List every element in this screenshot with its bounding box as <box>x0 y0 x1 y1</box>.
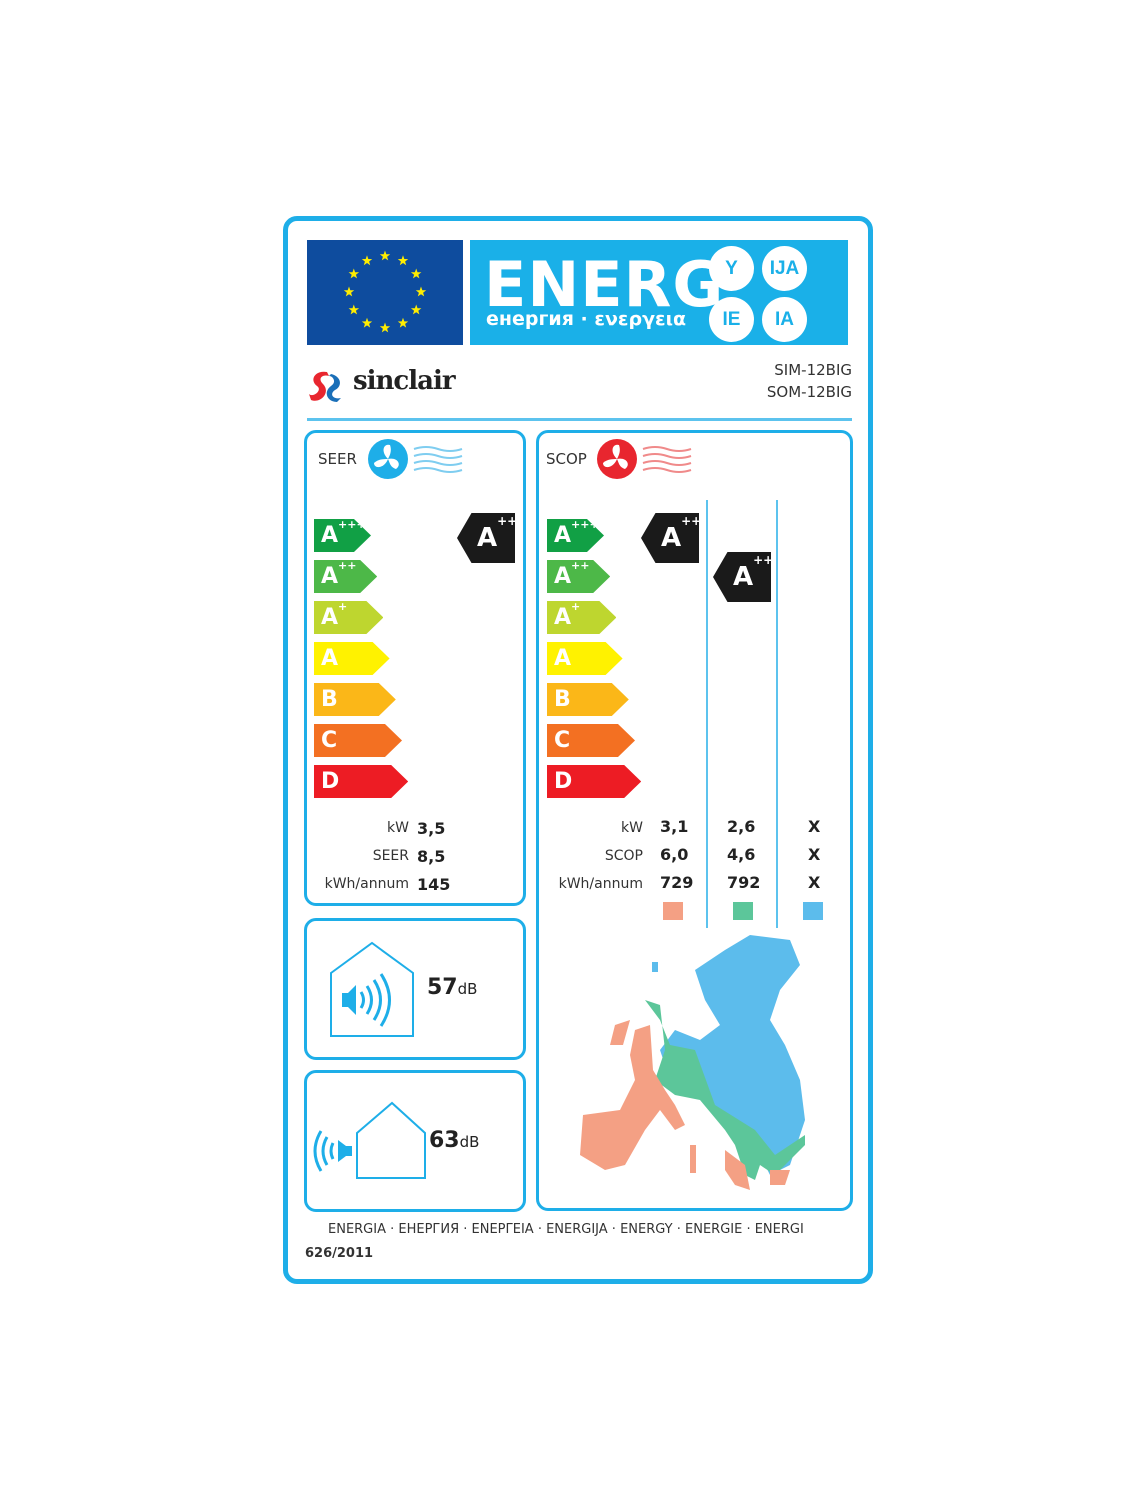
scop-title: SCOP <box>546 450 587 468</box>
star <box>410 268 422 279</box>
scop-row-label: SCOP <box>604 848 643 864</box>
star <box>361 255 373 266</box>
scop-value: 6,0 <box>660 845 689 864</box>
scop-value: 792 <box>727 873 761 892</box>
scop-panel <box>536 430 853 1211</box>
column-divider <box>706 500 708 928</box>
seer-row-label: SEER <box>372 848 409 864</box>
outdoor-noise-panel <box>304 1070 526 1212</box>
scop-value: 3,1 <box>660 817 689 836</box>
star <box>397 255 409 266</box>
scop-class-bar: A <box>547 642 623 675</box>
scop-value: 4,6 <box>727 845 756 864</box>
seer-class-bar: A <box>314 642 390 675</box>
seer-title: SEER <box>318 450 357 468</box>
indoor-db-unit: dB <box>457 980 478 998</box>
indoor-noise-panel <box>304 918 526 1060</box>
regulation-number: 626/2011 <box>305 1246 374 1261</box>
scop-class-bar: B <box>547 683 629 716</box>
indoor-noise-value: 57dB <box>427 975 477 1000</box>
seer-rating-arrow: A+++ <box>457 513 515 563</box>
star <box>343 286 355 297</box>
star <box>379 250 391 261</box>
label-frame <box>283 216 873 1284</box>
suffix-y: Y <box>709 246 754 291</box>
star <box>361 317 373 328</box>
scop-row-label: kW <box>621 820 643 836</box>
outdoor-db-unit: dB <box>459 1133 480 1151</box>
divider <box>307 418 852 421</box>
cooling-fan-icon <box>368 439 463 479</box>
indoor-db: 57 <box>427 975 458 1000</box>
star <box>348 268 360 279</box>
climate-zone-swatch <box>803 902 823 920</box>
seer-row-label: kW <box>387 820 409 836</box>
seer-row-value: 8,5 <box>417 847 446 866</box>
scop-value: 2,6 <box>727 817 756 836</box>
suffix-ija: IJA <box>762 246 807 291</box>
climate-zone-swatch <box>663 902 683 920</box>
outdoor-db: 63 <box>429 1128 460 1153</box>
outdoor-speaker-house-icon <box>313 1101 426 1179</box>
seer-row-label: kWh/annum <box>324 876 409 892</box>
star <box>379 322 391 333</box>
scop-value: X <box>808 845 821 864</box>
scop-value: X <box>808 817 821 836</box>
scop-class-bar: A+ <box>547 601 617 634</box>
seer-class-bar: B <box>314 683 396 716</box>
footer-languages: ENERGIA · ЕНЕРГИЯ · ΕΝΕΡΓΕΙΑ · ENERGIJA … <box>328 1222 804 1237</box>
star <box>410 304 422 315</box>
scop-rating-arrow: A+++ <box>641 513 699 563</box>
scop-value: X <box>808 873 821 892</box>
eu-flag <box>307 240 463 345</box>
seer-row-value: 3,5 <box>417 819 446 838</box>
indoor-speaker-house-icon <box>330 941 414 1037</box>
star <box>397 317 409 328</box>
outdoor-noise-value: 63dB <box>429 1128 479 1153</box>
scop-class-bar: C <box>547 724 635 757</box>
seer-class-bar: A+ <box>314 601 384 634</box>
seer-class-bar: C <box>314 724 402 757</box>
scop-row-label: kWh/annum <box>558 876 643 892</box>
seer-panel <box>304 430 526 906</box>
suffix-ie: IE <box>709 297 754 342</box>
star <box>415 286 427 297</box>
suffix-ia: IA <box>762 297 807 342</box>
energy-word: ENERG <box>484 248 725 321</box>
star <box>348 304 360 315</box>
indoor-model: SIM-12BIG <box>774 361 852 379</box>
sinclair-logo-icon <box>309 371 341 402</box>
outdoor-model: SOM-12BIG <box>766 383 852 401</box>
seer-class-bar: D <box>314 765 409 798</box>
scop-value: 729 <box>660 873 694 892</box>
europe-climate-map <box>580 935 805 1190</box>
column-divider <box>776 500 778 928</box>
climate-zone-swatch <box>733 902 753 920</box>
scop-class-bar: D <box>547 765 642 798</box>
energy-subtitle: енергия · ενεργεια <box>486 308 687 330</box>
brand-name: sinclair <box>353 366 456 396</box>
energy-banner: ENERG енергия · ενεργεια Y IJA IE IA <box>470 240 848 345</box>
heating-fan-icon <box>597 439 692 479</box>
eu-stars-icon <box>343 250 427 333</box>
scop-rating-arrow: A++ <box>713 552 771 602</box>
seer-row-value: 145 <box>417 875 451 894</box>
